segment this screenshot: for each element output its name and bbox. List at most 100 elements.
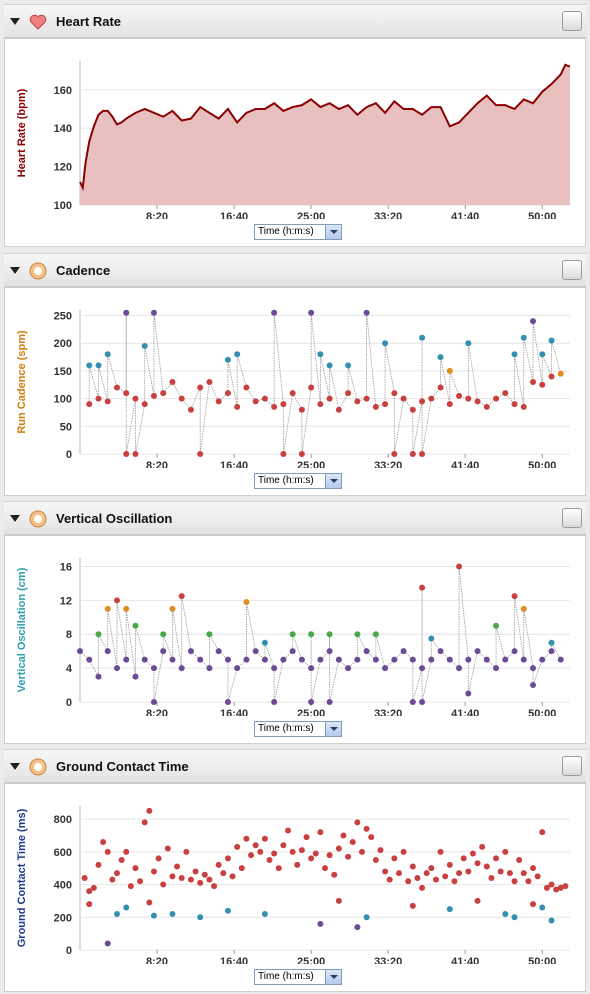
data-point (553, 886, 560, 893)
data-point (456, 870, 463, 877)
data-point (511, 593, 518, 600)
x-tick-label: 25:00 (297, 956, 325, 964)
data-point (215, 398, 222, 405)
data-point (308, 384, 315, 391)
data-point (178, 665, 185, 672)
data-point (409, 656, 416, 663)
y-tick-label: 100 (54, 394, 72, 406)
data-point (132, 395, 139, 402)
x-tick-label: 41:40 (451, 708, 479, 716)
data-point (400, 648, 407, 655)
ground-contact-time-panel: Ground Contact Time 0 200 400 600 800 8:20 16:… (4, 749, 586, 992)
data-point (141, 819, 148, 826)
data-point (520, 870, 527, 877)
data-point (224, 907, 231, 914)
panel-header[interactable]: Vertical Oscillation (4, 501, 586, 535)
series-line (88, 312, 562, 455)
collapse-triangle-icon[interactable] (10, 763, 20, 770)
collapse-triangle-icon[interactable] (10, 515, 20, 522)
data-point (511, 401, 518, 408)
data-point (460, 855, 467, 862)
data-point (354, 924, 361, 931)
collapse-triangle-icon[interactable] (10, 267, 20, 274)
chevron-down-icon[interactable] (325, 970, 341, 984)
panel-header[interactable]: Cadence (4, 253, 586, 287)
data-point (308, 631, 315, 638)
data-point (183, 848, 190, 855)
data-point (520, 605, 527, 612)
x-axis-select[interactable]: Time (h:m:s) (254, 969, 342, 985)
data-point (197, 656, 204, 663)
expand-button[interactable] (562, 508, 582, 528)
data-point (382, 665, 389, 672)
data-point (220, 870, 227, 877)
data-point (446, 861, 453, 868)
data-point (275, 865, 282, 872)
data-point (308, 665, 315, 672)
data-point (437, 384, 444, 391)
data-point (391, 390, 398, 397)
data-point (340, 832, 347, 839)
panel-header[interactable]: Heart Rate (4, 4, 586, 38)
chart-area: 0 50 100 150 200 250 8:20 16:40 25:00 33:20 41:40 5… (4, 287, 586, 496)
data-point (127, 883, 134, 890)
data-point (428, 865, 435, 872)
data-point (419, 398, 426, 405)
data-point (289, 648, 296, 655)
data-point (243, 656, 250, 663)
data-point (197, 451, 204, 457)
x-axis-select[interactable]: Time (h:m:s) (254, 473, 342, 489)
x-axis-select[interactable]: Time (h:m:s) (254, 721, 342, 737)
data-point (358, 848, 365, 855)
data-point (271, 309, 278, 316)
expand-button[interactable] (562, 756, 582, 776)
data-point (372, 631, 379, 638)
x-axis-select[interactable]: Time (h:m:s) (254, 224, 342, 240)
collapse-triangle-icon[interactable] (10, 18, 20, 25)
data-point (377, 847, 384, 854)
data-point (539, 381, 546, 388)
data-point (243, 599, 250, 606)
x-tick-label: 41:40 (451, 956, 479, 964)
data-point (289, 848, 296, 855)
data-point (326, 699, 333, 705)
y-tick-label: 12 (60, 595, 72, 607)
data-point (280, 842, 287, 849)
chevron-down-icon[interactable] (325, 225, 341, 239)
data-point (465, 395, 472, 402)
data-point (160, 390, 167, 397)
expand-button[interactable] (562, 11, 582, 31)
data-point (372, 656, 379, 663)
chevron-down-icon[interactable] (325, 474, 341, 488)
x-tick-label: 50:00 (528, 460, 556, 468)
chevron-down-icon[interactable] (325, 722, 341, 736)
x-tick-label: 16:40 (220, 708, 248, 716)
data-point (308, 855, 315, 862)
x-tick-label: 8:20 (146, 460, 168, 468)
panel-header[interactable]: Ground Contact Time (4, 749, 586, 783)
data-point (95, 395, 102, 402)
data-point (539, 829, 546, 836)
data-point (90, 884, 97, 891)
y-tick-label: 50 (60, 421, 72, 433)
chart-area: 100 120 140 160 8:20 16:40 25:00 33:20 41:40 50:0… (4, 38, 586, 247)
data-point (298, 656, 305, 663)
data-point (530, 379, 537, 385)
data-point (298, 451, 305, 457)
data-point (428, 635, 435, 642)
data-point (261, 395, 268, 402)
panel-title: Cadence (56, 263, 111, 278)
data-point (187, 648, 194, 655)
data-point (224, 855, 231, 862)
data-point (488, 875, 495, 881)
data-point (271, 850, 278, 857)
panel-title: Ground Contact Time (56, 759, 189, 774)
cadence-panel: Cadence 0 50 100 150 200 250 8:20 16:40 25:00 33:… (4, 253, 586, 496)
expand-button[interactable] (562, 260, 582, 280)
data-point (81, 875, 88, 881)
y-tick-label: 150 (54, 366, 72, 378)
data-point (123, 605, 130, 612)
data-point (354, 398, 361, 405)
data-point (86, 401, 93, 408)
x-tick-label: 8:20 (146, 708, 168, 716)
